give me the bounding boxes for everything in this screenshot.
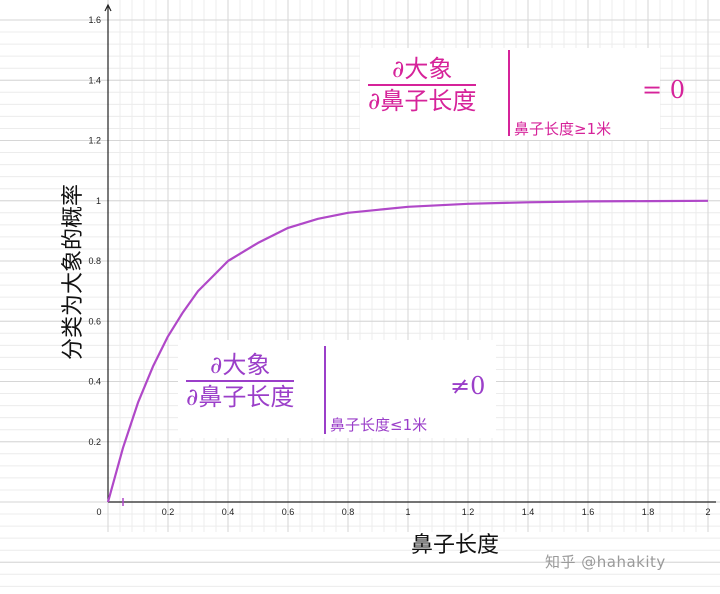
formula-subscript: 鼻子长度≤1米: [330, 416, 428, 434]
evaluation-bar: [324, 346, 326, 434]
x-axis-label: 鼻子长度: [411, 533, 499, 558]
formula-numerator: ∂大象: [392, 55, 453, 83]
y-tick-label: 0.4: [88, 377, 101, 387]
x-tick-label: 2: [705, 507, 710, 517]
series-layer: [106, 199, 709, 506]
y-tick-label: 1.2: [88, 136, 101, 146]
x-tick-label: 0.8: [342, 507, 355, 517]
x-tick-label: 1.2: [462, 507, 475, 517]
annotation-upper-formula: ∂大象 ∂鼻子长度 鼻子长度≥1米 = 0: [360, 48, 685, 140]
x-tick-label: 0.2: [162, 507, 175, 517]
y-axis-arrow: [104, 3, 112, 12]
y-axis-label: 分类为大象的概率: [61, 184, 86, 360]
formula-rhs: ≠0: [450, 372, 486, 400]
formula-subscript: 鼻子长度≥1米: [514, 120, 612, 138]
formula-numerator: ∂大象: [210, 351, 271, 379]
y-tick-label: 1: [96, 196, 101, 206]
y-tick-label: 0.2: [88, 437, 101, 447]
x-tick-label: 1.8: [642, 507, 655, 517]
axes: [104, 3, 716, 503]
y-tick-label: 1.4: [88, 75, 101, 85]
y-tick-label: 0.6: [88, 316, 101, 326]
x-tick-label: 1.4: [522, 507, 535, 517]
y-tick-label: 0.8: [88, 256, 101, 266]
x-tick-label: 1: [405, 507, 410, 517]
annotation-lower-formula: ∂大象 ∂鼻子长度 鼻子长度≤1米 ≠0: [178, 340, 496, 438]
formula-denominator: ∂鼻子长度: [186, 382, 295, 411]
x-tick-label: 0.6: [282, 507, 295, 517]
watermark: 知乎 @hahakity: [545, 553, 666, 571]
x-tick-label: 0.4: [222, 507, 235, 517]
x-tick-label: 0: [96, 507, 101, 517]
fraction-bar: [368, 84, 477, 86]
y-tick-label: 1.6: [88, 15, 101, 25]
series-line: [106, 199, 709, 503]
formula-denominator: ∂鼻子长度: [368, 86, 477, 115]
evaluation-bar: [508, 50, 510, 136]
formula-rhs: = 0: [642, 76, 686, 104]
tick-labels: 0 0.2 0.4 0.6 0.8 1 1.2 1.4 1.6 1.8 2 0.2 0.4 0.6 0.8 1…: [88, 15, 710, 517]
x-tick-label: 1.6: [582, 507, 595, 517]
fraction-bar: [186, 380, 295, 382]
